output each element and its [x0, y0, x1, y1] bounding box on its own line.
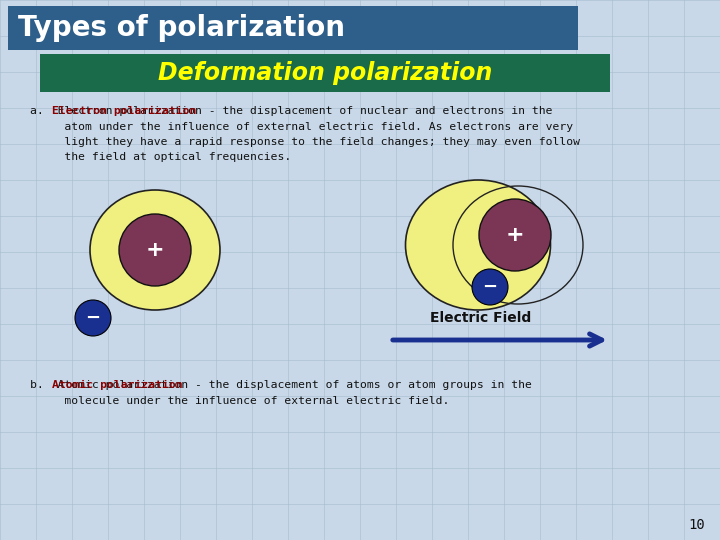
Ellipse shape [90, 190, 220, 310]
Text: −: − [482, 278, 498, 296]
Text: −: − [86, 309, 101, 327]
Text: b.  Atomic polarization - the displacement of atoms or atom groups in the: b. Atomic polarization - the displacemen… [30, 380, 532, 390]
Text: Atomic polarization: Atomic polarization [52, 380, 183, 390]
Text: +: + [145, 240, 164, 260]
Circle shape [472, 269, 508, 305]
Ellipse shape [119, 214, 191, 286]
FancyArrowPatch shape [393, 334, 602, 346]
Text: 10: 10 [688, 518, 705, 532]
Text: light they have a rapid response to the field changes; they may even follow: light they have a rapid response to the … [30, 137, 580, 147]
Circle shape [75, 300, 111, 336]
FancyBboxPatch shape [8, 6, 578, 50]
Text: Electric Field: Electric Field [430, 311, 531, 325]
Text: Types of polarization: Types of polarization [18, 14, 345, 42]
Text: Deformation polarization: Deformation polarization [158, 61, 492, 85]
Ellipse shape [479, 199, 551, 271]
Text: atom under the influence of external electric field. As electrons are very: atom under the influence of external ele… [30, 122, 573, 132]
Text: a.  Electron polarization - the displacement of nuclear and electrons in the: a. Electron polarization - the displacem… [30, 106, 552, 116]
Ellipse shape [405, 180, 551, 310]
Text: the field at optical frequencies.: the field at optical frequencies. [30, 152, 292, 163]
Text: molecule under the influence of external electric field.: molecule under the influence of external… [30, 395, 449, 406]
Text: Electron polarization: Electron polarization [52, 106, 197, 116]
Text: +: + [505, 225, 524, 245]
FancyBboxPatch shape [40, 54, 610, 92]
